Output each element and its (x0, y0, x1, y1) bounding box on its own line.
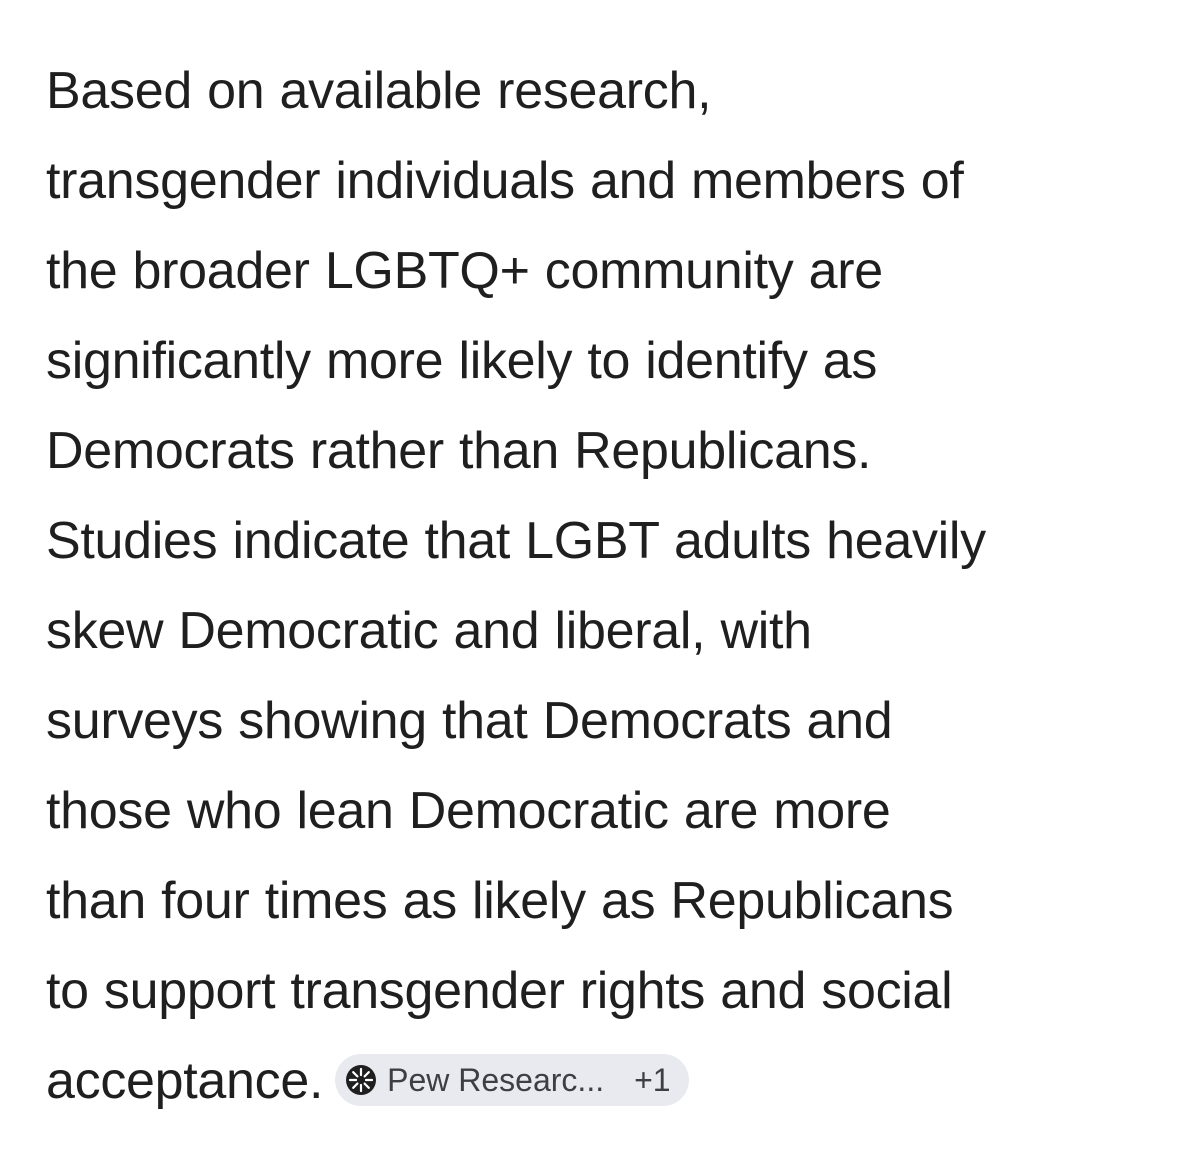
source-citation-chip[interactable]: Pew Researc... +1 (335, 1054, 689, 1107)
source-chip-label: Pew Researc... (387, 1062, 605, 1099)
answer-line: surveys showing that Democrats and (46, 692, 893, 750)
answer-line: the broader LGBTQ+ community are (46, 242, 883, 300)
answer-line: those who lean Democratic are more (46, 782, 891, 840)
answer-line: Democrats rather than Republicans. (46, 422, 872, 480)
source-chip-more-count: +1 (634, 1062, 671, 1099)
answer-line: transgender individuals and members of (46, 152, 964, 210)
answer-line: Studies indicate that LGBT adults heavil… (46, 512, 986, 570)
answer-line: significantly more likely to identify as (46, 332, 878, 390)
answer-last-line: acceptance. Pew Researc... +1 (46, 1036, 1156, 1126)
pew-research-logo-icon (346, 1065, 377, 1096)
ai-answer-text: Based on available research, transgender… (46, 46, 1156, 1126)
answer-line: to support transgender rights and social (46, 962, 953, 1020)
answer-line: Based on available research, (46, 62, 712, 120)
answer-line-text: acceptance. (46, 1052, 324, 1110)
answer-line: than four times as likely as Republicans (46, 872, 954, 930)
answer-line: skew Democratic and liberal, with (46, 602, 812, 660)
